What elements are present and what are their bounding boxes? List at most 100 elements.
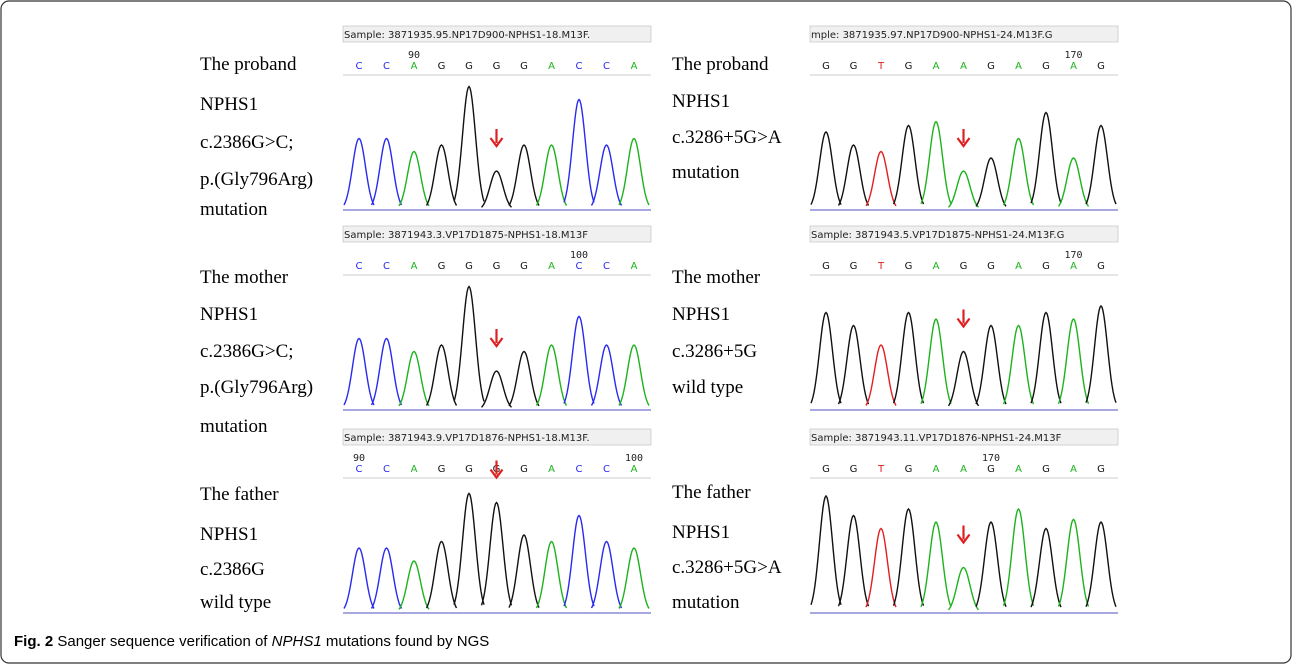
base-call: G (850, 261, 858, 272)
base-call: G (987, 464, 995, 475)
base-call: A (933, 464, 940, 475)
sample-label: NPHS1 (200, 304, 258, 325)
base-call: A (1015, 261, 1022, 272)
base-call: A (1070, 61, 1077, 72)
base-call: C (603, 61, 610, 72)
base-call: G (438, 61, 446, 72)
base-call: G (822, 464, 830, 475)
sample-name: Sample: 3871935.95.NP17D900-NPHS1-18.M13… (344, 30, 590, 41)
base-call: T (877, 261, 885, 272)
sample-label: NPHS1 (672, 91, 730, 112)
sample-name: Sample: 3871943.3.VP17D1875-NPHS1-18.M13… (344, 230, 588, 241)
base-call: A (1070, 464, 1077, 475)
base-call: G (520, 61, 528, 72)
sample-label: The proband (672, 54, 769, 75)
base-call: G (520, 261, 528, 272)
base-call: G (493, 261, 501, 272)
sample-label: The father (672, 482, 751, 503)
sample-label: NPHS1 (200, 524, 258, 545)
sample-name: mple: 3871935.97.NP17D900-NPHS1-24.M13F.… (811, 30, 1053, 41)
base-call: G (465, 61, 473, 72)
sample-label: wild type (200, 592, 271, 613)
base-call: A (631, 261, 638, 272)
base-call: G (1042, 61, 1050, 72)
sample-label: c.2386G>C; (200, 341, 294, 362)
sample-label: c.2386G (200, 559, 265, 580)
base-call: C (576, 61, 583, 72)
base-call: A (1015, 61, 1022, 72)
base-call: A (411, 61, 418, 72)
base-call: G (438, 261, 446, 272)
position-label: 170 (1064, 50, 1082, 61)
base-call: C (383, 261, 390, 272)
base-call: G (905, 61, 913, 72)
base-call: A (411, 261, 418, 272)
sample-label: mutation (672, 162, 740, 183)
base-call: A (548, 464, 555, 475)
base-call: C (576, 464, 583, 475)
figure: Fig. 2 Sanger sequence verification of N… (0, 0, 1292, 664)
sample-name: Sample: 3871943.11.VP17D1876-NPHS1-24.M1… (811, 433, 1062, 444)
base-call: A (960, 464, 967, 475)
base-call: G (438, 464, 446, 475)
base-call: A (548, 261, 555, 272)
sample-label: p.(Gly796Arg) (200, 169, 313, 190)
base-call: A (933, 261, 940, 272)
sample-name: Sample: 3871943.9.VP17D1876-NPHS1-18.M13… (344, 433, 590, 444)
base-call: C (603, 464, 610, 475)
position-label: 170 (982, 453, 1000, 464)
sample-label: mutation (200, 199, 268, 220)
caption-label: Fig. 2 (14, 633, 53, 650)
sample-label: The proband (200, 54, 297, 75)
sample-label: NPHS1 (200, 94, 258, 115)
base-call: A (933, 61, 940, 72)
base-call: G (987, 61, 995, 72)
base-call: C (603, 261, 610, 272)
sample-label: The mother (200, 267, 289, 288)
base-call: C (356, 61, 363, 72)
position-label: 90 (408, 50, 420, 61)
position-label: 100 (570, 250, 588, 261)
base-call: A (1015, 464, 1022, 475)
base-call: G (822, 61, 830, 72)
caption-rest: mutations found by NGS (322, 633, 490, 650)
sample-label: wild type (672, 377, 743, 398)
sample-label: c.3286+5G>A (672, 127, 782, 148)
base-call: G (905, 464, 913, 475)
base-call: A (411, 464, 418, 475)
sample-label: p.(Gly796Arg) (200, 377, 313, 398)
position-label: 90 (353, 453, 365, 464)
base-call: G (465, 261, 473, 272)
caption-text: Sanger sequence verification of (57, 633, 271, 650)
sample-label: The mother (672, 267, 761, 288)
base-call: G (1097, 464, 1105, 475)
sample-label: NPHS1 (672, 522, 730, 543)
base-call: A (631, 464, 638, 475)
figure-frame (1, 1, 1291, 663)
sample-label: c.2386G>C; (200, 132, 294, 153)
sample-label: NPHS1 (672, 304, 730, 325)
base-call: C (356, 261, 363, 272)
base-call: G (1042, 464, 1050, 475)
base-call: G (905, 261, 913, 272)
base-call: A (631, 61, 638, 72)
base-call: G (850, 61, 858, 72)
base-call: A (1070, 261, 1077, 272)
base-call: C (356, 464, 363, 475)
base-call: C (383, 464, 390, 475)
base-call: G (520, 464, 528, 475)
base-call: G (1097, 261, 1105, 272)
base-call: A (548, 61, 555, 72)
base-call: G (493, 61, 501, 72)
sample-name: Sample: 3871943.5.VP17D1875-NPHS1-24.M13… (811, 230, 1064, 241)
base-call: C (383, 61, 390, 72)
caption: Fig. 2 Sanger sequence verification of N… (14, 633, 489, 650)
sample-label: c.3286+5G>A (672, 557, 782, 578)
base-call: G (1097, 61, 1105, 72)
base-call: C (576, 261, 583, 272)
position-label: 170 (1064, 250, 1082, 261)
base-call: G (960, 261, 968, 272)
base-call: A (960, 61, 967, 72)
position-label: 100 (625, 453, 643, 464)
sample-label: mutation (200, 416, 268, 437)
